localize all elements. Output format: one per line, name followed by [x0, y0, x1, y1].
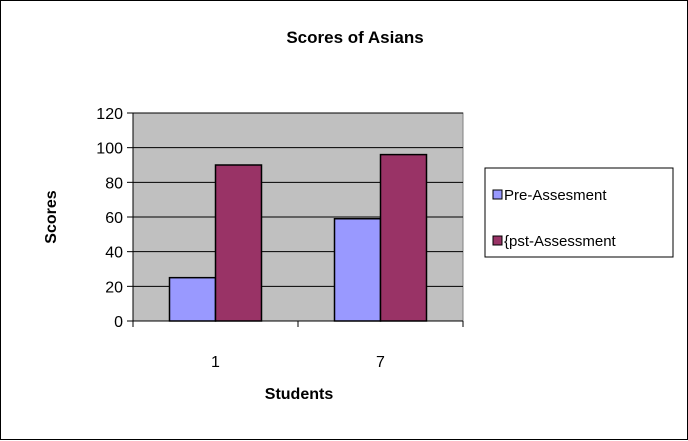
y-tick-labels: 0 20 40 60 80 100 120	[96, 106, 123, 331]
axes	[127, 112, 464, 327]
y-tick-label: 40	[105, 245, 123, 262]
bar-pre-category-1	[168, 276, 217, 322]
x-axis-title: Students	[265, 386, 334, 403]
bar-pre-category-7	[333, 217, 382, 322]
bars	[168, 153, 428, 322]
y-tick-label: 20	[105, 279, 123, 296]
legend-swatch-pre-assesment	[492, 189, 503, 200]
legend: Pre-Assesment {pst-Assessment	[484, 167, 674, 258]
legend-label-pre-assesment: Pre-Assesment	[504, 187, 607, 204]
legend-box	[484, 167, 674, 258]
bar-post-category-1	[214, 164, 263, 322]
y-tick-label: 0	[114, 314, 123, 331]
y-tick-label: 60	[105, 210, 123, 227]
bar-post-category-7	[379, 153, 428, 322]
legend-swatch-pst-assessment	[492, 235, 503, 246]
y-tick-label: 100	[96, 141, 123, 158]
chart-title: Scores of Asians	[286, 28, 423, 47]
x-tick-label: 7	[376, 354, 385, 371]
y-tick-label: 120	[96, 106, 123, 123]
x-tick-label: 1	[211, 354, 220, 371]
y-axis-title: Scores	[43, 190, 60, 243]
y-tick-label: 80	[105, 175, 123, 192]
legend-label-pst-assessment: {pst-Assessment	[504, 233, 617, 250]
